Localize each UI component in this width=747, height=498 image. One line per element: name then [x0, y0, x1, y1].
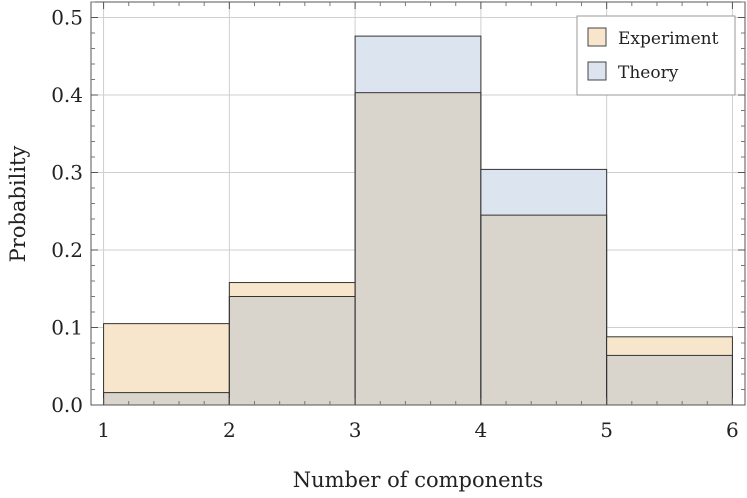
y-tick-label: 0.1 — [51, 316, 83, 340]
bar-upper-5 — [606, 336, 733, 356]
x-tick-label: 3 — [349, 418, 362, 442]
ticks — [91, 1, 745, 406]
bar-overlap-2 — [229, 296, 356, 405]
bars — [103, 35, 733, 406]
bar-upper-1 — [103, 323, 230, 393]
x-tick-label: 2 — [223, 418, 236, 442]
y-tick-label: 0.5 — [51, 6, 83, 30]
x-tick-label: 1 — [97, 418, 110, 442]
bar-upper-3 — [355, 36, 481, 93]
legend: Experiment Theory — [576, 15, 736, 96]
bar-overlap-3 — [355, 92, 481, 406]
x-axis-label: Number of components — [293, 468, 544, 492]
x-tick-label: 4 — [475, 418, 488, 442]
bar-upper-4 — [480, 169, 607, 216]
bar-overlap-4 — [480, 215, 607, 405]
legend-swatch-theory — [587, 61, 607, 81]
legend-label-theory: Theory — [618, 63, 679, 83]
legend-label-experiment: Experiment — [618, 29, 719, 49]
y-tick-label: 0.4 — [51, 83, 83, 107]
tick-labels: 0.0 0.1 0.2 0.3 0.4 0.5 1 2 3 4 5 6 — [51, 6, 739, 443]
bar-overlap-5 — [606, 355, 733, 405]
x-tick-label: 5 — [600, 418, 613, 442]
y-tick-label: 0.3 — [51, 161, 83, 185]
x-tick-label: 6 — [726, 418, 739, 442]
legend-swatch-experiment — [587, 27, 607, 47]
y-tick-label: 0.2 — [51, 238, 83, 262]
y-axis-label: Probability — [6, 146, 30, 263]
y-tick-label: 0.0 — [51, 393, 83, 417]
bar-overlap-1 — [103, 392, 230, 405]
bar-upper-2 — [229, 282, 356, 297]
